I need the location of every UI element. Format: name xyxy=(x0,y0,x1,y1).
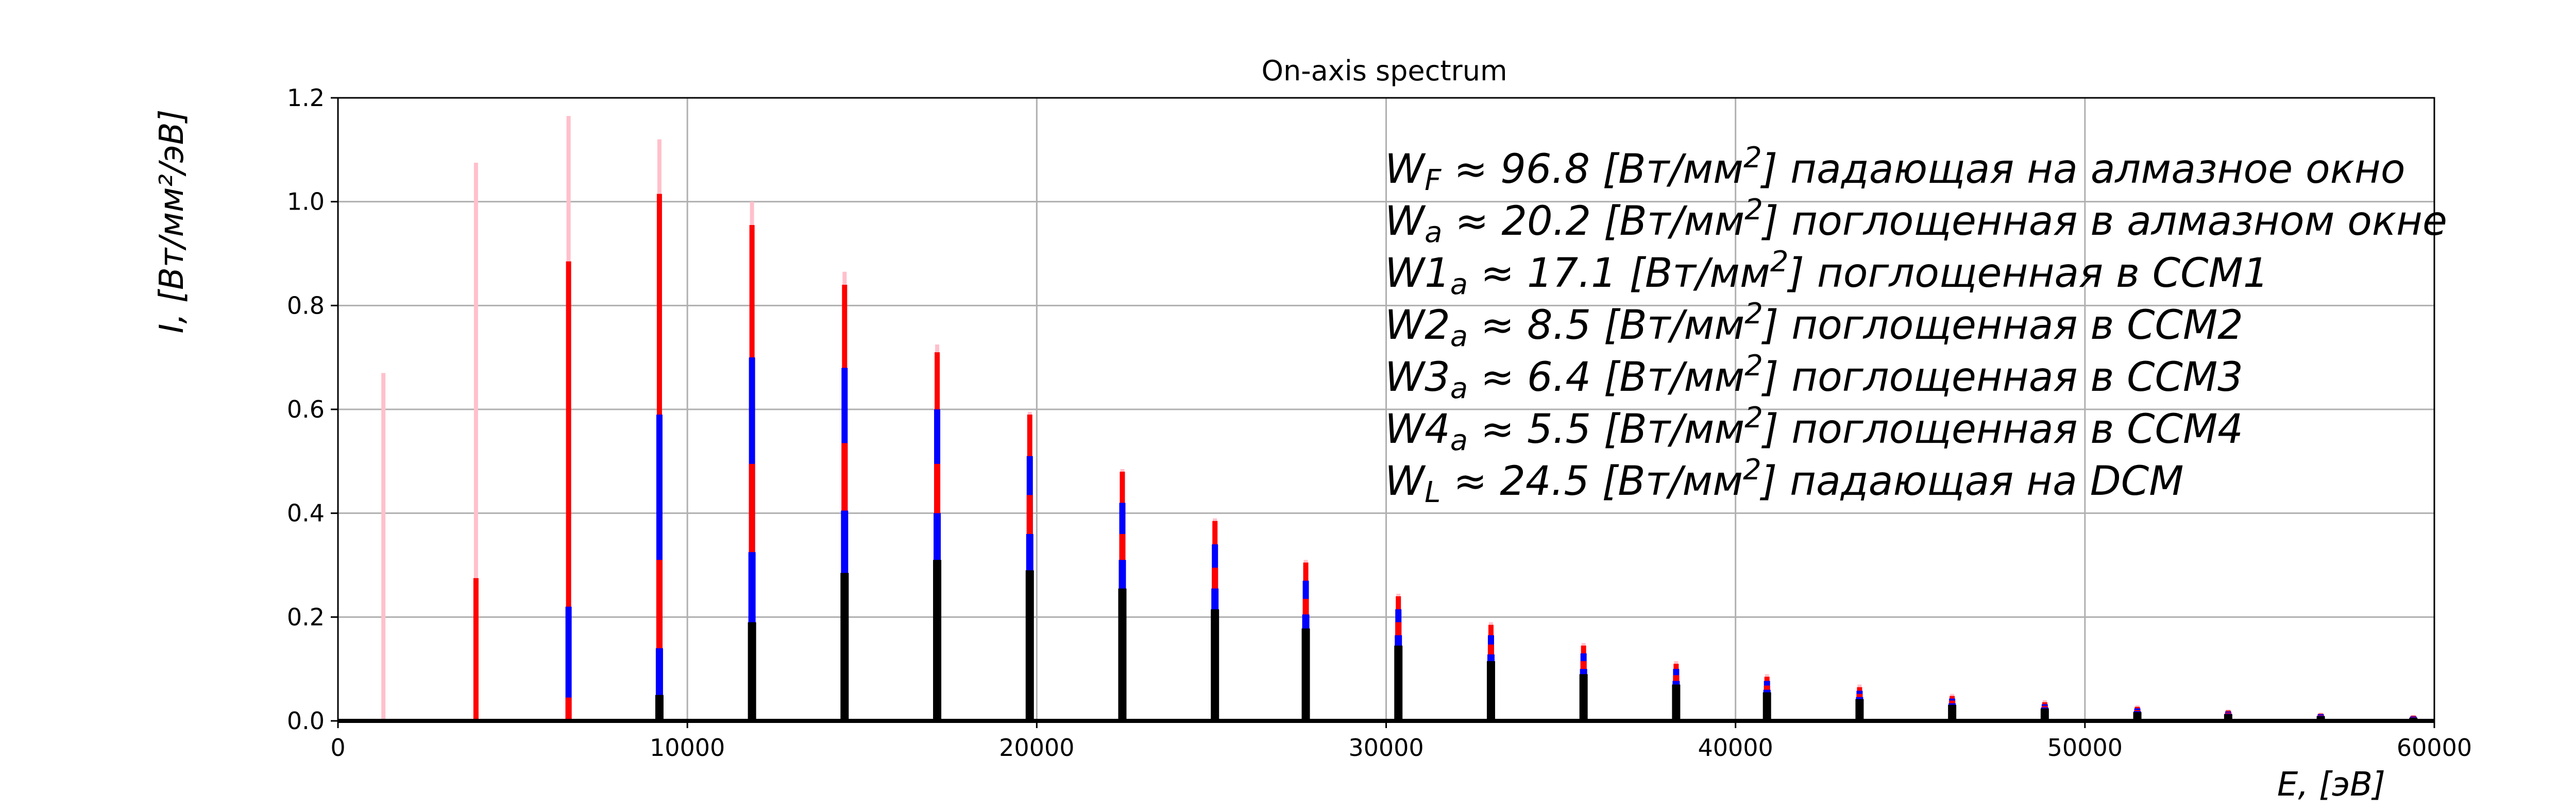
annotation-sym: W4 xyxy=(1385,406,1450,453)
annotation-sym: W xyxy=(1385,146,1426,193)
annotation-sup: 2 xyxy=(1743,453,1761,487)
annotation-text: ≈ 20.2 [Вт/мм xyxy=(1442,198,1744,245)
annotation-line: WF ≈ 96.8 [Вт/мм2] падающая на алмазное … xyxy=(1385,141,2405,197)
annotation-line: W4a ≈ 5.5 [Вт/мм2] поглощенная в CCM4 xyxy=(1385,401,2243,457)
annotation-sym: W xyxy=(1385,458,1426,505)
annotation-sub: L xyxy=(1425,476,1440,509)
annotation-sup: 2 xyxy=(1744,297,1763,331)
x-tick-label: 60000 xyxy=(2397,734,2472,762)
annotation-tail: ] поглощенная в алмазном окне xyxy=(1761,198,2447,245)
x-tick-label: 20000 xyxy=(999,734,1074,762)
annotation-text: ≈ 6.4 [Вт/мм xyxy=(1468,354,1744,401)
annotation-line: Wa ≈ 20.2 [Вт/мм2] поглощенная в алмазно… xyxy=(1385,193,2447,249)
y-tick-label: 1.0 xyxy=(287,188,325,216)
chart-title: On-axis spectrum xyxy=(1261,55,1507,87)
annotation-sub: F xyxy=(1425,164,1442,197)
x-tick-label: 30000 xyxy=(1348,734,1423,762)
tick-labels: 0 10000 20000 30000 40000 50000 60000 0.0 0.2 0.4… xyxy=(287,84,2472,762)
annotation-sup: 2 xyxy=(1770,245,1789,279)
annotation-line: W2a ≈ 8.5 [Вт/мм2] поглощенная в CCM2 xyxy=(1385,297,2243,353)
annotation-sym: W1 xyxy=(1385,250,1450,297)
x-axis-label: E, [эВ] xyxy=(2277,766,2385,804)
y-tick-label: 0.8 xyxy=(287,291,325,319)
y-tick-label: 0.4 xyxy=(287,499,325,527)
annotation-text: ≈ 24.5 [Вт/мм xyxy=(1440,458,1743,505)
annotations: WF ≈ 96.8 [Вт/мм2] падающая на алмазное … xyxy=(1385,141,2447,509)
annotation-sub: a xyxy=(1425,216,1442,249)
annotation-sub: a xyxy=(1450,268,1468,301)
annotation-line: W1a ≈ 17.1 [Вт/мм2] поглощенная в CCM1 xyxy=(1385,245,2269,301)
annotation-sym: W2 xyxy=(1385,302,1450,349)
annotation-sup: 2 xyxy=(1744,349,1763,383)
annotation-text: ≈ 5.5 [Вт/мм xyxy=(1468,406,1744,453)
annotation-sup: 2 xyxy=(1744,401,1763,435)
series-5 xyxy=(655,560,2418,721)
x-tick-label: 40000 xyxy=(1698,734,1773,762)
annotation-tail: ] поглощенная в CCM2 xyxy=(1761,302,2243,349)
y-axis-label: I, [Вт/мм²/эВ] xyxy=(153,109,191,333)
annotation-sub: a xyxy=(1450,320,1468,353)
annotation-sup: 2 xyxy=(1744,193,1763,227)
plot-frame xyxy=(337,97,2435,722)
annotation-line: WL ≈ 24.5 [Вт/мм2] падающая на DCM xyxy=(1385,453,2184,509)
y-tick-label: 0.6 xyxy=(287,395,325,423)
annotation-tail: ] поглощенная в CCM1 xyxy=(1787,250,2268,297)
annotation-sub: a xyxy=(1450,372,1468,405)
bars xyxy=(381,116,2418,721)
annotation-tail: ] поглощенная в CCM4 xyxy=(1761,406,2243,453)
annotation-text: ≈ 8.5 [Вт/мм xyxy=(1468,302,1744,349)
x-tick-label: 50000 xyxy=(2047,734,2123,762)
annotation-sub: a xyxy=(1450,424,1468,457)
annotation-tail: ] поглощенная в CCM3 xyxy=(1761,354,2243,401)
y-tick-label: 0.0 xyxy=(287,707,325,735)
annotation-text: ≈ 17.1 [Вт/мм xyxy=(1468,250,1770,297)
axes xyxy=(331,97,2435,728)
annotation-line: W3a ≈ 6.4 [Вт/мм2] поглощенная в CCM3 xyxy=(1385,349,2243,405)
x-tick-label: 10000 xyxy=(650,734,725,762)
annotation-sym: W3 xyxy=(1385,354,1450,401)
annotation-tail: ] падающая на алмазное окно xyxy=(1760,146,2405,193)
annotation-sym: W xyxy=(1385,198,1426,245)
y-tick-label: 1.2 xyxy=(287,84,325,112)
x-tick-label: 0 xyxy=(330,734,345,762)
annotation-tail: ] падающая на DCM xyxy=(1760,458,2184,505)
annotation-text: ≈ 96.8 [Вт/мм xyxy=(1441,146,1743,193)
y-tick-label: 0.2 xyxy=(287,603,325,631)
annotation-sup: 2 xyxy=(1743,141,1762,175)
